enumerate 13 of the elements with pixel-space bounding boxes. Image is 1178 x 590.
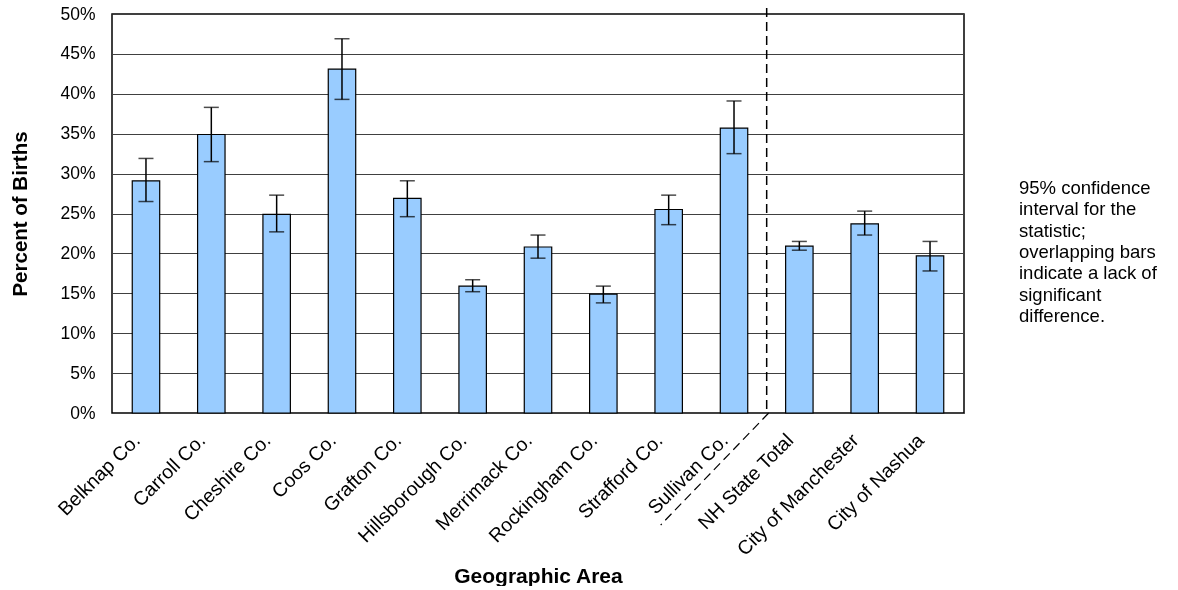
y-tick-label: 5% (70, 362, 96, 383)
y-tick-label: 35% (60, 123, 96, 144)
y-tick-label: 30% (60, 163, 96, 184)
y-tick-label: 45% (60, 43, 96, 64)
y-tick-label: 50% (60, 3, 96, 24)
text: 95% confidence interval for the statistic; overlapping bars indicate a lack of significant difference. (1019, 177, 1158, 326)
y-tick-label: 15% (60, 282, 96, 303)
y-tick-label: 0% (70, 402, 96, 423)
y-tick-label: 10% (60, 322, 96, 343)
y-tick-label: 20% (60, 242, 96, 263)
y-tick-label: 25% (60, 203, 96, 223)
y-axis-title: Percent of Births (8, 131, 32, 297)
y-tick-label: 40% (60, 83, 96, 104)
